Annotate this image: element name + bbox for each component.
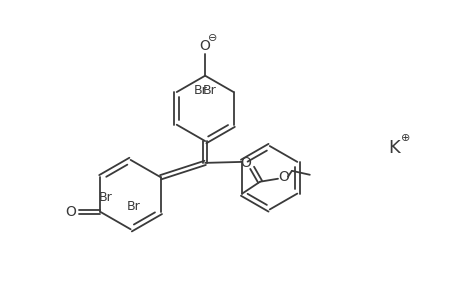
Text: ⊕: ⊕ — [400, 133, 410, 143]
Text: K: K — [387, 139, 399, 157]
Text: O: O — [199, 39, 210, 53]
Text: O: O — [278, 170, 289, 184]
Text: O: O — [65, 205, 76, 219]
Text: Br: Br — [127, 200, 140, 214]
Text: Br: Br — [98, 191, 112, 204]
Text: ⊖: ⊖ — [208, 33, 217, 43]
Text: Br: Br — [202, 84, 216, 97]
Text: O: O — [239, 156, 250, 170]
Text: Br: Br — [193, 84, 207, 97]
